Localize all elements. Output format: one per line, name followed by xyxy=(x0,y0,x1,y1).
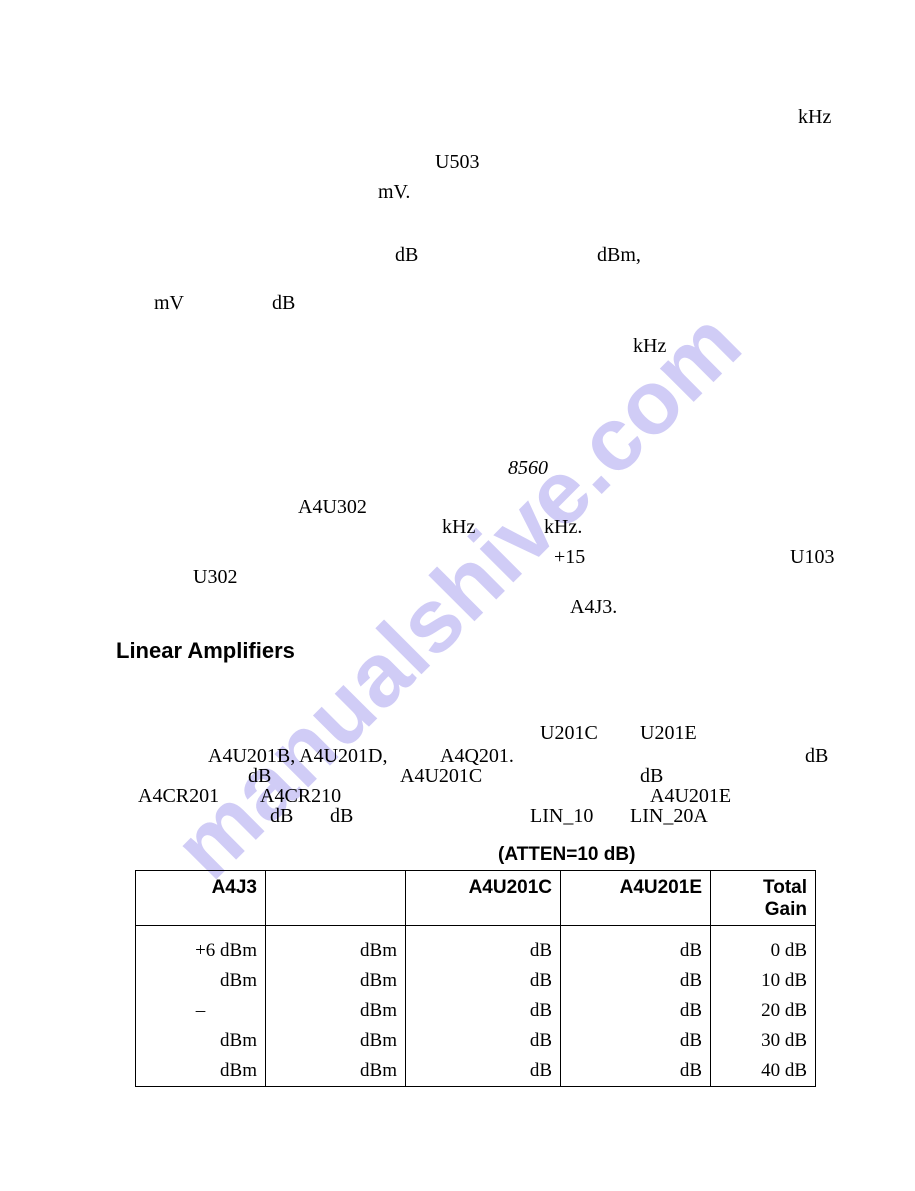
table-body: +6 dBmdBmdBdB0 dBdBmdBmdBdB10 dB–dBmdBdB… xyxy=(136,926,816,1087)
txt-line4c: A4U201E xyxy=(650,786,731,806)
table-header-row: A4J3 A4U201CA4U201ETotal Gain xyxy=(136,871,816,926)
txt-khz2: kHz xyxy=(633,336,666,356)
table-cell: dBm xyxy=(266,1026,406,1056)
txt-line5b: dB xyxy=(330,806,353,826)
table-cell: dBm xyxy=(136,1026,266,1056)
table-cell: dB xyxy=(406,996,561,1026)
table-cell: dB xyxy=(406,1056,561,1087)
page: manualshive.com kHz U503 mV. dB dBm, mV … xyxy=(0,0,915,1191)
table-row: –dBmdBdB20 dB xyxy=(136,996,816,1026)
table-cell: 10 dB xyxy=(711,966,816,996)
txt-line2b: A4Q201. xyxy=(440,746,514,766)
table-cell: +6 dBm xyxy=(136,926,266,967)
table-cell: 0 dB xyxy=(711,926,816,967)
txt-line5d: LIN_20A xyxy=(630,806,708,826)
table-header-cell xyxy=(266,871,406,926)
table-cell: dB xyxy=(561,966,711,996)
txt-a4u302: A4U302 xyxy=(298,497,367,517)
table-cell: dBm xyxy=(266,966,406,996)
txt-khz-top: kHz xyxy=(798,107,831,127)
txt-u201c: U201C xyxy=(540,723,598,743)
txt-line4a: A4CR201 xyxy=(138,786,219,806)
table-cell: dBm xyxy=(266,996,406,1026)
table-cell: dB xyxy=(406,1026,561,1056)
table-cell: dBm xyxy=(136,1056,266,1087)
table-cell: dBm xyxy=(136,966,266,996)
txt-8560: 8560 xyxy=(508,458,548,478)
txt-line2c: dB xyxy=(805,746,828,766)
table-cell: dB xyxy=(406,966,561,996)
heading-linear-amplifiers: Linear Amplifiers xyxy=(116,640,295,662)
table-header-cell: A4U201E xyxy=(561,871,711,926)
txt-u201e: U201E xyxy=(640,723,697,743)
table-header-cell: A4U201C xyxy=(406,871,561,926)
txt-mv: mV xyxy=(154,293,184,313)
table-cell: dB xyxy=(561,926,711,967)
txt-db2: dB xyxy=(272,293,295,313)
txt-line2a: A4U201B, A4U201D, xyxy=(208,746,387,766)
table-cell: dBm xyxy=(266,926,406,967)
table-cell: dB xyxy=(406,926,561,967)
txt-a4j3: A4J3. xyxy=(570,597,617,617)
table-row: +6 dBmdBmdBdB0 dB xyxy=(136,926,816,967)
txt-dbm1: dBm, xyxy=(597,245,641,265)
table-row: dBmdBmdBdB30 dB xyxy=(136,1026,816,1056)
gain-table: A4J3A4U201CA4U201ETotal Gain +6 dBmdBmdB… xyxy=(135,870,816,1087)
txt-db1: dB xyxy=(395,245,418,265)
table-title: (ATTEN=10 dB) xyxy=(498,845,635,864)
table-cell: 40 dB xyxy=(711,1056,816,1087)
txt-line3c: dB xyxy=(640,766,663,786)
txt-line4b: A4CR210 xyxy=(260,786,341,806)
txt-mvdot: mV. xyxy=(378,182,410,202)
table-row: dBmdBmdBdB10 dB xyxy=(136,966,816,996)
txt-p15: +15 xyxy=(554,547,585,567)
txt-u503: U503 xyxy=(435,152,479,172)
txt-khz3: kHz xyxy=(442,517,475,537)
txt-line3a: dB xyxy=(248,766,271,786)
txt-line3b: A4U201C xyxy=(400,766,482,786)
table-cell: dBm xyxy=(266,1056,406,1087)
table-header-cell: A4J3 xyxy=(136,871,266,926)
txt-line5a: dB xyxy=(270,806,293,826)
table-cell: dB xyxy=(561,1056,711,1087)
table-header-cell: Total Gain xyxy=(711,871,816,926)
table-row: dBmdBmdBdB40 dB xyxy=(136,1056,816,1087)
txt-line5c: LIN_10 xyxy=(530,806,593,826)
table-cell: dB xyxy=(561,1026,711,1056)
table-cell: – xyxy=(136,996,266,1026)
table-cell: dB xyxy=(561,996,711,1026)
txt-khz4: kHz. xyxy=(544,517,582,537)
table-cell: 20 dB xyxy=(711,996,816,1026)
table-cell: 30 dB xyxy=(711,1026,816,1056)
txt-u103: U103 xyxy=(790,547,834,567)
txt-u302: U302 xyxy=(193,567,237,587)
